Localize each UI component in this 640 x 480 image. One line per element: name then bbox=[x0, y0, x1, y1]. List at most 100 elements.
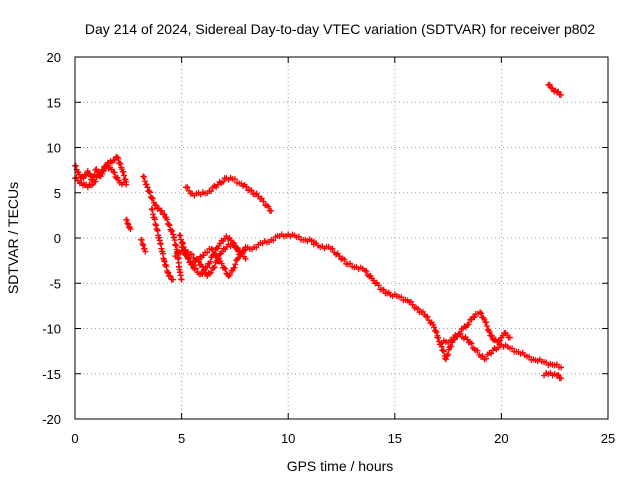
series-segment-3 bbox=[138, 236, 149, 255]
data-point bbox=[268, 207, 275, 214]
data-point bbox=[488, 350, 495, 357]
y-tick-label: 15 bbox=[47, 95, 61, 110]
data-point bbox=[238, 249, 245, 256]
series-track-2 bbox=[72, 162, 130, 191]
data-point bbox=[127, 225, 134, 232]
data-point bbox=[248, 187, 255, 194]
data-point bbox=[435, 334, 442, 341]
data-point bbox=[149, 195, 156, 202]
data-point bbox=[468, 340, 475, 347]
data-point bbox=[398, 294, 405, 301]
data-point bbox=[555, 371, 562, 378]
x-tick-label: 25 bbox=[601, 431, 615, 446]
data-point bbox=[471, 314, 478, 321]
data-point bbox=[479, 353, 486, 360]
y-tick-label: 0 bbox=[54, 231, 61, 246]
data-point bbox=[207, 258, 214, 265]
data-point bbox=[124, 220, 131, 227]
x-tick-label: 10 bbox=[281, 431, 295, 446]
data-point bbox=[147, 189, 154, 196]
y-axis-label: SDTVAR / TECUs bbox=[5, 182, 21, 294]
data-point bbox=[341, 256, 348, 263]
data-point bbox=[414, 305, 421, 312]
series-late-c bbox=[541, 369, 565, 382]
data-point bbox=[558, 364, 565, 371]
series-outlier bbox=[545, 81, 565, 99]
y-tick-label: 20 bbox=[47, 50, 61, 65]
y-tick-label: 5 bbox=[54, 186, 61, 201]
data-point bbox=[180, 244, 187, 251]
data-point bbox=[329, 245, 336, 252]
data-point bbox=[231, 176, 238, 183]
data-point bbox=[141, 174, 148, 181]
series-main-track bbox=[72, 153, 130, 185]
data-point bbox=[231, 264, 238, 271]
data-point bbox=[96, 172, 103, 179]
data-point bbox=[126, 224, 133, 231]
data-point bbox=[546, 81, 553, 88]
data-point bbox=[448, 343, 455, 350]
data-point bbox=[209, 246, 216, 253]
x-tick-label: 15 bbox=[388, 431, 402, 446]
data-point bbox=[526, 353, 533, 360]
data-point bbox=[380, 286, 387, 293]
data-point bbox=[192, 265, 199, 272]
data-point bbox=[408, 298, 415, 305]
data-point bbox=[188, 251, 195, 258]
data-point bbox=[483, 322, 490, 329]
data-point bbox=[494, 344, 501, 351]
x-axis-label: GPS time / hours bbox=[287, 458, 394, 474]
y-tick-label: 10 bbox=[47, 141, 61, 156]
data-point bbox=[142, 248, 149, 255]
data-point bbox=[121, 172, 128, 179]
data-point bbox=[260, 198, 267, 205]
data-point bbox=[190, 262, 197, 269]
data-point bbox=[555, 88, 562, 95]
data-point bbox=[509, 345, 516, 352]
series-late-b bbox=[438, 330, 565, 371]
data-point bbox=[143, 181, 150, 188]
chart-title: Day 214 of 2024, Sidereal Day-to-day VTE… bbox=[85, 21, 595, 37]
data-point bbox=[111, 169, 118, 176]
data-point bbox=[558, 375, 565, 382]
x-tick-label: 20 bbox=[494, 431, 508, 446]
data-point bbox=[144, 184, 151, 191]
data-point bbox=[506, 334, 513, 341]
data-point bbox=[433, 329, 440, 336]
data-point bbox=[199, 263, 206, 270]
data-point bbox=[158, 207, 165, 214]
data-point bbox=[120, 168, 127, 175]
data-point bbox=[97, 169, 104, 176]
data-point bbox=[231, 240, 238, 247]
series-osc-3 bbox=[172, 241, 245, 280]
data-point bbox=[432, 327, 439, 334]
data-point bbox=[457, 330, 464, 337]
data-point bbox=[270, 237, 277, 244]
series-rise bbox=[242, 231, 317, 253]
x-tick-label: 5 bbox=[178, 431, 185, 446]
data-point bbox=[180, 240, 187, 247]
data-point bbox=[177, 232, 184, 239]
data-point bbox=[486, 328, 493, 335]
data-point bbox=[169, 227, 176, 234]
data-point bbox=[226, 271, 233, 278]
data-point bbox=[448, 337, 455, 344]
data-point bbox=[253, 244, 260, 251]
data-point bbox=[442, 356, 449, 363]
y-tick-label: -15 bbox=[42, 367, 61, 382]
data-point bbox=[110, 168, 117, 175]
data-point bbox=[210, 264, 217, 271]
data-point bbox=[424, 313, 431, 320]
data-point bbox=[165, 221, 172, 228]
data-point bbox=[211, 264, 218, 271]
data-point bbox=[218, 260, 225, 267]
data-point bbox=[123, 181, 130, 188]
data-point bbox=[431, 324, 438, 331]
data-point bbox=[295, 233, 302, 240]
data-point bbox=[178, 276, 185, 283]
data-point bbox=[465, 321, 472, 328]
series-descent-b bbox=[148, 206, 177, 283]
grid-lines bbox=[75, 57, 608, 419]
data-point bbox=[166, 222, 173, 229]
